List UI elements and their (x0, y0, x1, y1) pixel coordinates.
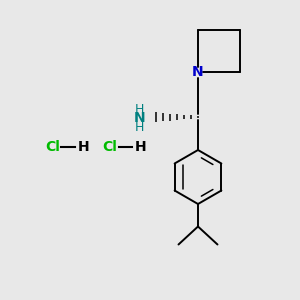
Text: Cl: Cl (102, 140, 117, 154)
Text: N: N (192, 65, 204, 79)
Text: H: H (135, 121, 144, 134)
Text: Cl: Cl (45, 140, 60, 154)
Text: H: H (135, 140, 147, 154)
Text: H: H (78, 140, 90, 154)
Text: H: H (135, 103, 144, 116)
Text: N: N (134, 112, 145, 125)
